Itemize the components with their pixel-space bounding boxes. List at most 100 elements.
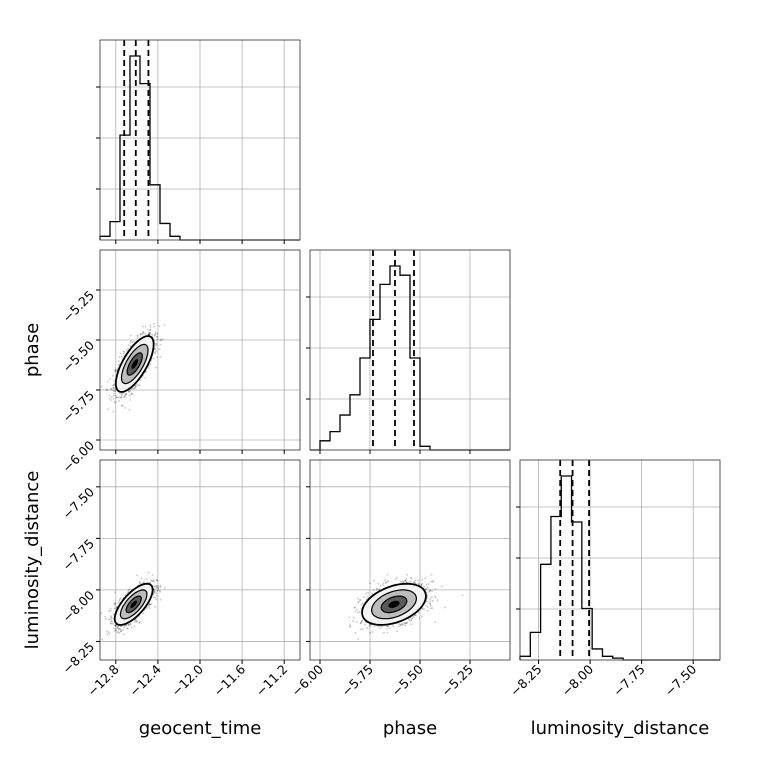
sample-point xyxy=(425,604,427,607)
sample-point xyxy=(149,324,152,326)
sample-point xyxy=(154,331,157,334)
sample-point xyxy=(365,592,367,595)
sample-point xyxy=(385,582,387,584)
sample-point xyxy=(361,628,364,630)
sample-point xyxy=(115,624,117,627)
sample-point xyxy=(356,597,359,600)
sample-point xyxy=(120,630,122,633)
sample-point xyxy=(128,390,130,393)
sample-point xyxy=(156,586,159,588)
sample-point xyxy=(120,404,123,407)
y-tick-label: −7.75 xyxy=(59,536,97,574)
sample-point xyxy=(430,580,433,583)
sample-point xyxy=(360,620,363,623)
sample-point xyxy=(409,580,412,583)
sample-point xyxy=(423,585,425,588)
sample-point xyxy=(159,586,162,589)
sample-point xyxy=(159,343,162,346)
sample-point xyxy=(113,630,116,632)
y-tick-label: −5.75 xyxy=(59,388,97,426)
sample-point xyxy=(122,629,124,631)
sample-point xyxy=(431,590,434,592)
sample-point xyxy=(153,348,156,350)
sample-point xyxy=(109,618,112,621)
histogram-step-line xyxy=(310,265,510,451)
sample-point xyxy=(117,630,120,633)
y-tick-label: −5.50 xyxy=(59,337,97,375)
sample-point xyxy=(434,621,436,624)
sample-point xyxy=(361,602,364,605)
sample-point xyxy=(440,585,443,588)
sample-point xyxy=(132,393,134,396)
sample-point xyxy=(402,581,405,583)
sample-point xyxy=(155,366,157,369)
sample-point xyxy=(129,399,132,401)
sample-point xyxy=(358,611,361,614)
y-tick-label: −5.25 xyxy=(59,288,97,326)
sample-point xyxy=(125,392,127,395)
sample-point xyxy=(421,578,424,581)
sample-point xyxy=(394,578,397,581)
sample-point xyxy=(386,631,389,634)
sample-point xyxy=(158,325,161,328)
sample-point xyxy=(154,333,157,336)
sample-point xyxy=(130,340,132,342)
x-tick-label: −5.25 xyxy=(438,662,476,700)
sample-point xyxy=(148,333,150,336)
sample-point xyxy=(118,631,121,634)
sample-point xyxy=(149,603,151,606)
x-axis-label-luminosity-distance: luminosity_distance xyxy=(531,718,710,739)
sample-point xyxy=(139,379,142,382)
sample-point xyxy=(425,600,428,603)
sample-point xyxy=(364,624,367,626)
sample-point xyxy=(119,392,121,395)
sample-point xyxy=(372,589,375,592)
sample-point xyxy=(117,601,120,604)
sample-point xyxy=(411,617,413,620)
sample-point xyxy=(113,380,116,382)
sample-point xyxy=(155,592,158,595)
density-contour xyxy=(130,600,137,608)
sample-point xyxy=(113,602,115,605)
sample-point xyxy=(141,332,144,334)
sample-point xyxy=(427,583,430,585)
sample-point xyxy=(138,621,141,623)
sample-point xyxy=(120,396,122,398)
sample-point xyxy=(112,383,115,386)
sample-point xyxy=(121,396,123,399)
sample-point xyxy=(429,603,432,605)
sample-point xyxy=(430,596,433,599)
sample-point xyxy=(109,377,111,380)
sample-point xyxy=(130,392,133,395)
sample-point xyxy=(154,348,156,351)
y-tick-label: −6.00 xyxy=(59,437,97,475)
sample-point xyxy=(157,587,160,590)
sample-point xyxy=(431,599,434,602)
sample-point xyxy=(410,619,413,622)
sample-point xyxy=(160,338,162,341)
sample-point xyxy=(152,357,155,360)
frame-layer xyxy=(96,39,721,664)
sample-point xyxy=(413,581,415,584)
sample-point xyxy=(117,625,120,628)
sample-point xyxy=(428,590,431,593)
sample-point xyxy=(417,582,420,585)
sample-point xyxy=(124,394,126,397)
sample-point xyxy=(379,584,382,587)
sample-point xyxy=(130,626,133,629)
sample-point xyxy=(109,387,112,390)
sample-point xyxy=(429,600,431,603)
sample-point xyxy=(154,605,157,608)
sample-point xyxy=(377,582,379,585)
sample-point xyxy=(361,619,364,622)
sample-point xyxy=(429,602,431,605)
sample-point xyxy=(131,387,134,390)
sample-point xyxy=(148,605,150,608)
sample-point xyxy=(127,590,129,593)
sample-point xyxy=(115,625,117,627)
sample-point xyxy=(392,625,395,628)
sample-point xyxy=(137,384,140,386)
sample-point xyxy=(113,607,116,610)
x-tick-label: −12.4 xyxy=(126,661,164,699)
sample-point xyxy=(384,581,387,584)
